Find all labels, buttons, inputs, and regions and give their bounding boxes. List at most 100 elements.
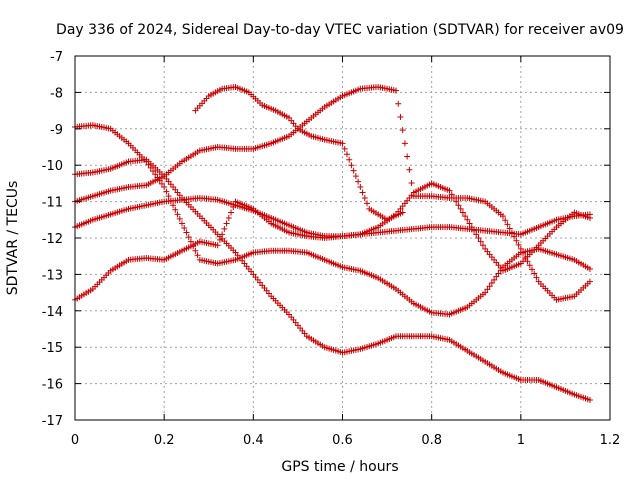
data-point <box>399 127 406 134</box>
data-point <box>152 171 159 178</box>
data-point <box>473 231 480 238</box>
data-point <box>466 220 473 227</box>
data-point <box>176 215 183 222</box>
data-point <box>359 189 366 196</box>
chart-title: Day 336 of 2024, Sidereal Day-to-day VTE… <box>56 22 624 38</box>
data-point <box>586 396 593 403</box>
data-point <box>488 280 495 287</box>
data-point <box>183 229 190 236</box>
data-point <box>533 274 540 281</box>
series-s6 <box>72 180 593 303</box>
data-point <box>471 227 478 234</box>
data-point <box>223 220 230 227</box>
data-point <box>393 87 399 94</box>
data-point <box>448 191 455 198</box>
data-point <box>495 270 502 277</box>
data-point <box>450 194 457 201</box>
x-tick-label: 0.6 <box>332 433 353 448</box>
y-tick-label: -17 <box>42 414 63 429</box>
data-point <box>350 167 357 174</box>
data-point <box>181 224 188 231</box>
data-point <box>486 283 493 290</box>
x-tick-label: 0.2 <box>154 433 175 448</box>
data-point <box>361 194 368 201</box>
y-tick-label: -16 <box>42 378 63 393</box>
data-point <box>161 184 168 191</box>
data-point <box>586 278 593 285</box>
axes: 0 0.2 0.4 0.6 0.8 1 1.2 -17 -16 -15 -14 -13 -12 -11 -1… <box>42 50 621 448</box>
data-point <box>586 265 593 272</box>
data-point <box>228 209 235 216</box>
data-point <box>192 247 199 254</box>
y-tick-label: -11 <box>42 196 63 211</box>
y-tick-label: -8 <box>50 86 63 101</box>
series-s4 <box>72 83 593 303</box>
data-point <box>225 214 232 221</box>
data-point <box>462 213 469 220</box>
data-point <box>355 178 362 185</box>
data-point <box>404 153 411 160</box>
data-point <box>397 113 404 120</box>
y-tick-label: -10 <box>42 159 63 174</box>
data-point <box>406 166 413 173</box>
data-point <box>399 209 406 216</box>
data-point <box>531 270 538 277</box>
data-point <box>484 286 491 293</box>
data-point <box>179 220 185 227</box>
plot-area <box>72 83 593 403</box>
series-s1 <box>192 83 406 223</box>
grid <box>75 56 610 420</box>
data-point <box>504 221 511 228</box>
data-point <box>150 168 157 175</box>
y-tick-label: -13 <box>42 268 63 283</box>
data-point <box>528 266 535 273</box>
y-tick-label: -9 <box>50 123 63 138</box>
data-point <box>163 188 170 195</box>
data-point <box>364 200 371 207</box>
data-point <box>526 262 533 269</box>
data-point <box>346 156 353 163</box>
data-point <box>520 250 527 257</box>
data-point <box>515 241 522 248</box>
x-tick-label: 1.2 <box>600 433 621 448</box>
data-point <box>500 213 506 220</box>
y-tick-label: -7 <box>50 50 63 65</box>
data-point <box>172 206 179 213</box>
data-point <box>482 289 489 296</box>
data-point <box>174 211 181 218</box>
data-point <box>352 173 359 180</box>
data-point <box>453 198 460 205</box>
data-point <box>446 187 453 194</box>
y-tick-label: -15 <box>42 341 63 356</box>
x-tick-label: 1 <box>517 433 525 448</box>
data-point <box>477 238 484 245</box>
data-point <box>214 242 221 249</box>
data-point <box>491 276 498 283</box>
data-point <box>348 162 355 169</box>
data-point <box>455 202 462 209</box>
data-point <box>341 145 348 152</box>
data-point <box>513 237 520 244</box>
data-point <box>219 231 226 238</box>
data-point <box>165 193 172 200</box>
data-point <box>357 184 364 191</box>
data-point <box>343 151 350 158</box>
series-s3 <box>72 156 593 403</box>
data-point <box>230 204 237 211</box>
data-point <box>185 234 192 241</box>
x-tick-label: 0.4 <box>243 433 264 448</box>
y-axis-label: SDTVAR / TECUs <box>5 181 21 296</box>
data-point <box>502 217 509 224</box>
y-tick-label: -12 <box>42 232 63 247</box>
data-point <box>194 252 201 259</box>
x-axis-label: GPS time / hours <box>281 459 398 475</box>
data-point <box>339 140 346 147</box>
data-point <box>464 216 471 223</box>
data-point <box>158 180 165 187</box>
data-point <box>459 209 466 216</box>
y-tick-label: -14 <box>42 305 63 320</box>
data-point <box>479 242 486 249</box>
data-point <box>457 205 464 212</box>
series-s2 <box>72 122 593 318</box>
